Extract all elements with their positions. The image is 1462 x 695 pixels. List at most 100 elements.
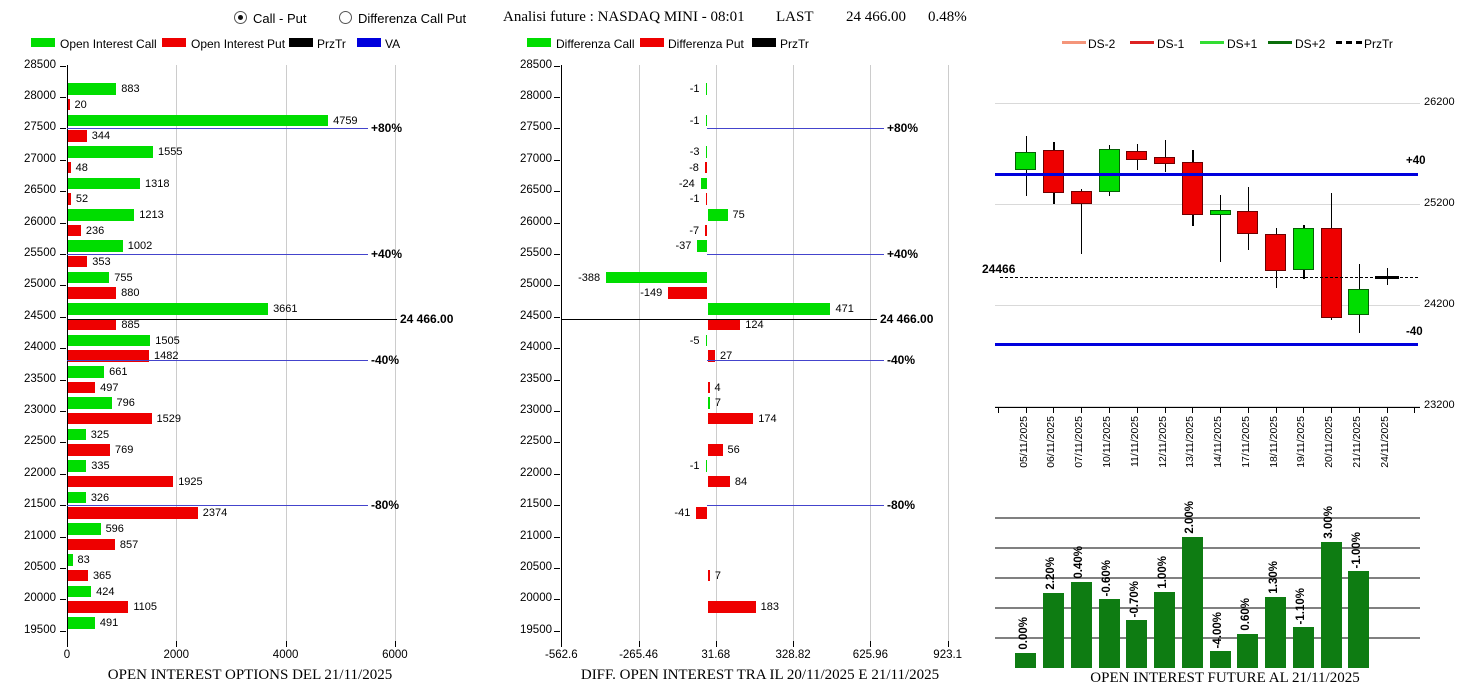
legend-label-open-interest-call: Open Interest Call bbox=[60, 37, 157, 51]
prztr-label: 24466 bbox=[982, 262, 1016, 277]
candle-down bbox=[1070, 190, 1092, 204]
bar-value-label: 857 bbox=[119, 538, 139, 551]
diff-chart-title: DIFF. OPEN INTEREST TRA IL 20/11/2025 E … bbox=[580, 667, 940, 683]
strike-tick bbox=[60, 191, 66, 193]
call-bar bbox=[700, 177, 707, 190]
call-bar bbox=[68, 366, 105, 378]
put-bar bbox=[68, 475, 174, 488]
strike-tick bbox=[60, 473, 66, 475]
bar-value-label: 1482 bbox=[153, 350, 179, 363]
prztr-line bbox=[67, 318, 397, 320]
strike-label: 20500 bbox=[24, 560, 56, 573]
call-bar bbox=[705, 83, 707, 95]
oi-future-bar-label: 2.20% bbox=[1045, 557, 1058, 590]
bar-value-label: 236 bbox=[85, 224, 105, 237]
strike-tick bbox=[554, 65, 560, 67]
bar-value-label: -1 bbox=[689, 193, 700, 206]
grid-line-h bbox=[995, 305, 1420, 306]
oi-future-bar bbox=[1042, 593, 1064, 668]
x-axis-tick bbox=[998, 407, 999, 413]
bar-value-label: 2374 bbox=[202, 507, 228, 520]
x-axis-tick bbox=[1220, 407, 1222, 413]
strike-label: 25500 bbox=[24, 246, 56, 259]
put-bar bbox=[68, 381, 96, 393]
call-bar bbox=[68, 523, 101, 535]
strike-label: 28500 bbox=[24, 58, 56, 71]
grid-line-v bbox=[793, 65, 795, 641]
future-oi-chart-title: OPEN INTEREST FUTURE AL 21/11/2025 bbox=[1090, 670, 1360, 686]
oi-future-bar-label: -0.60% bbox=[1101, 559, 1113, 596]
strike-label: 24000 bbox=[520, 341, 552, 354]
call-bar bbox=[68, 177, 141, 190]
bar-value-label: 497 bbox=[100, 381, 119, 394]
strike-tick bbox=[60, 442, 66, 444]
strike-label: 28500 bbox=[520, 58, 552, 71]
bar-value-label: 27 bbox=[720, 350, 733, 363]
x-tick-label: -265.46 bbox=[619, 649, 659, 661]
strike-label: 27000 bbox=[520, 152, 552, 165]
radio-call-put[interactable] bbox=[234, 11, 247, 24]
strike-tick bbox=[60, 128, 66, 130]
legend-swatch-prztr-diff bbox=[752, 38, 776, 47]
bar-value-label: 1925 bbox=[178, 475, 203, 488]
strike-label: 28000 bbox=[24, 89, 56, 102]
bar-value-label: 183 bbox=[760, 601, 779, 614]
va-label: +40 bbox=[1406, 155, 1426, 168]
x-tick-label: 923.1 bbox=[933, 649, 963, 661]
x-axis-tick bbox=[1247, 407, 1249, 413]
strike-label: 24500 bbox=[520, 309, 552, 322]
call-bar bbox=[68, 240, 123, 252]
y-tick-label: 26200 bbox=[1424, 96, 1455, 108]
bar-value-label: 174 bbox=[758, 412, 777, 425]
level-label: -80% bbox=[371, 498, 400, 513]
call-bar bbox=[697, 240, 707, 252]
x-axis-tick bbox=[1081, 407, 1083, 413]
put-bar bbox=[708, 601, 756, 613]
put-bar bbox=[68, 538, 115, 550]
oi-future-bar bbox=[1320, 542, 1342, 668]
put-bar bbox=[708, 475, 730, 488]
bar-value-label: 883 bbox=[121, 83, 140, 96]
bar-value-label: 491 bbox=[99, 617, 119, 630]
legend-label-ds-minus2: DS-2 bbox=[1088, 37, 1116, 51]
call-bar bbox=[705, 334, 707, 347]
radio-differenza-call-put[interactable] bbox=[339, 11, 352, 24]
radio-differenza-call-put-label: Differenza Call Put bbox=[358, 11, 467, 26]
strike-label: 25000 bbox=[520, 278, 552, 291]
candle-down bbox=[1237, 210, 1259, 235]
analysis-title: Analisi future : NASDAQ MINI - 08:01 bbox=[503, 9, 745, 25]
strike-label: 22500 bbox=[520, 435, 552, 448]
legend-swatch-differenza-put bbox=[640, 38, 664, 47]
oi-future-bar bbox=[1209, 651, 1231, 668]
strike-tick bbox=[60, 599, 66, 601]
bar-value-label: -37 bbox=[675, 240, 692, 253]
bar-value-label: 885 bbox=[121, 318, 140, 331]
va-label: -40 bbox=[1406, 325, 1423, 338]
strike-tick bbox=[554, 379, 560, 381]
call-bar bbox=[68, 397, 112, 409]
candle-up bbox=[1292, 228, 1314, 270]
x-axis-tick bbox=[1053, 407, 1055, 413]
strike-tick bbox=[60, 348, 66, 350]
put-bar bbox=[708, 318, 741, 331]
x-axis-tick bbox=[1386, 407, 1388, 413]
strike-label: 27000 bbox=[24, 152, 56, 165]
call-bar bbox=[68, 491, 86, 504]
put-bar bbox=[708, 444, 723, 456]
oi-future-bar-label: -4.00% bbox=[1212, 611, 1225, 648]
x-axis-tick bbox=[1414, 407, 1415, 413]
grid-line-v bbox=[394, 65, 396, 641]
radio-call-put-label: Call - Put bbox=[253, 11, 307, 26]
level-label: +40% bbox=[887, 246, 919, 261]
put-bar bbox=[704, 161, 707, 174]
change-percent: 0.48% bbox=[928, 9, 967, 25]
x-tick-label: 31.68 bbox=[701, 649, 731, 661]
bar-value-label: -8 bbox=[689, 161, 699, 174]
x-axis-line bbox=[995, 407, 1420, 408]
strike-tick bbox=[554, 191, 560, 193]
level-label: -40% bbox=[371, 353, 400, 368]
put-bar bbox=[708, 412, 754, 425]
